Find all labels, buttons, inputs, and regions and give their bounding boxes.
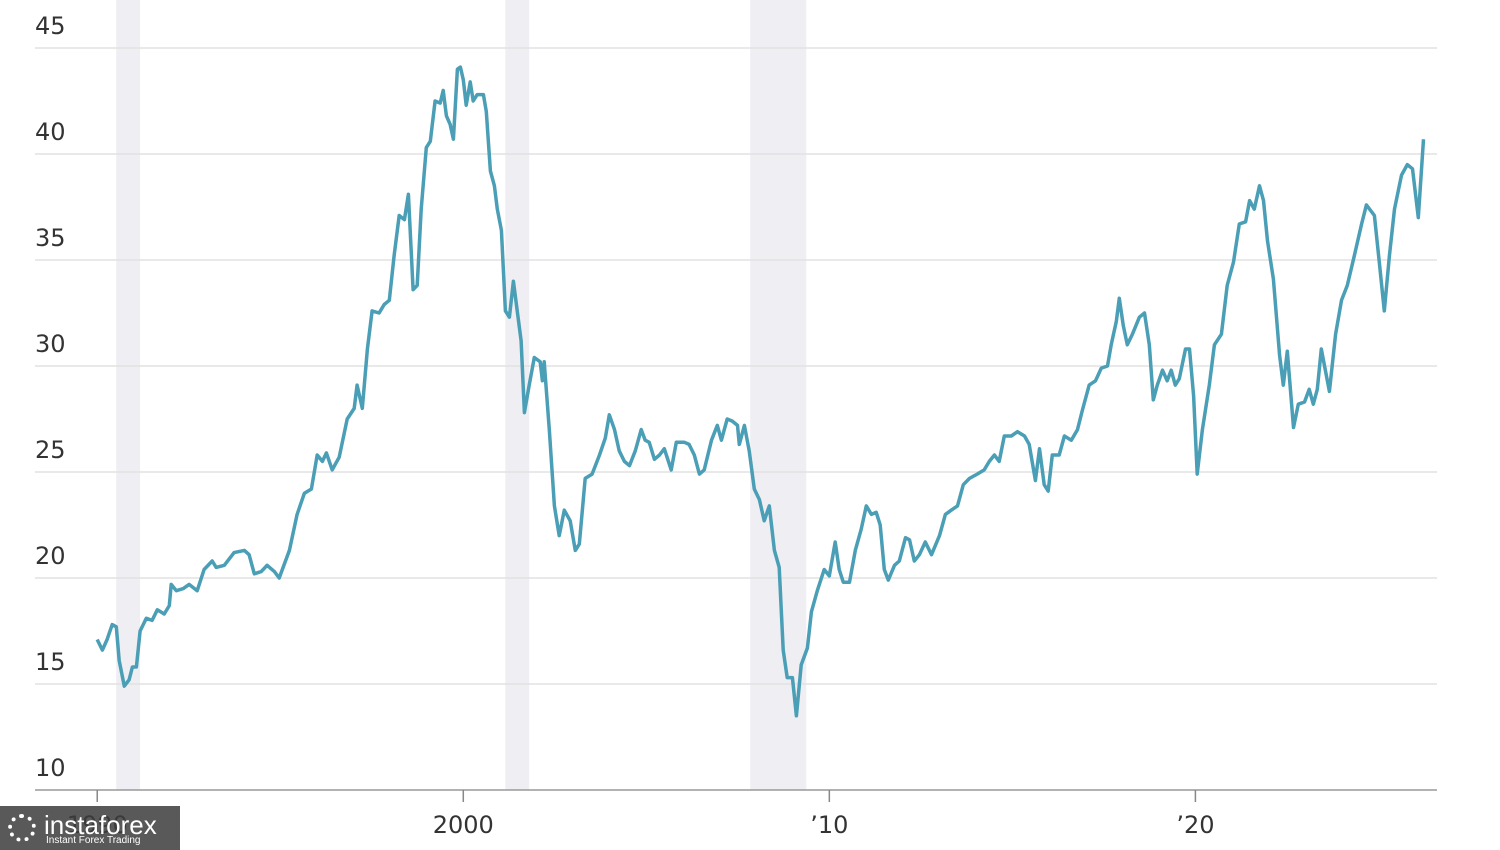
x-tick-label: ’20 xyxy=(1176,811,1214,839)
data-line xyxy=(95,65,1426,718)
y-tick-label: 35 xyxy=(35,224,66,252)
y-tick-label: 15 xyxy=(35,648,66,676)
y-tick-label: 40 xyxy=(35,118,66,146)
x-tick-label: ’10 xyxy=(810,811,848,839)
watermark-tagline: Instant Forex Trading xyxy=(46,835,141,846)
x-tick-label: 2000 xyxy=(433,811,494,839)
watermark-icon xyxy=(8,814,36,842)
watermark: instaforex Instant Forex Trading xyxy=(0,806,180,850)
watermark-brand: instaforex xyxy=(44,810,157,840)
recession-band xyxy=(750,0,807,790)
recession-band xyxy=(505,0,530,790)
y-tick-label: 30 xyxy=(35,330,66,358)
y-tick-label: 45 xyxy=(35,12,66,40)
y-tick-label: 20 xyxy=(35,542,66,570)
y-tick-label: 25 xyxy=(35,436,66,464)
recession-band xyxy=(116,0,141,790)
y-tick-label: 10 xyxy=(35,754,66,782)
